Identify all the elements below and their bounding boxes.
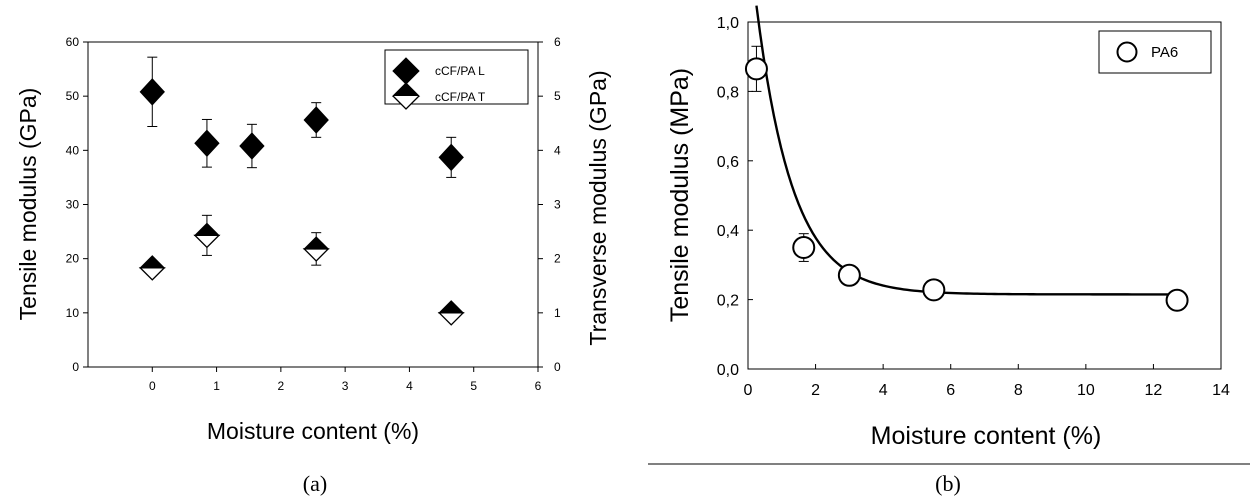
chart-a-x-tick-label: 2 — [278, 379, 285, 393]
cCF-PA-T-point — [437, 300, 465, 326]
PA6-point — [744, 57, 768, 81]
chart-a-x-axis-title: Moisture content (%) — [207, 418, 419, 444]
chart-a-y2-tick-label: 5 — [554, 89, 561, 103]
chart-a-legend-label-1: cCF/PA L — [435, 64, 485, 78]
chart-b-y-tick-label: 0,4 — [717, 223, 739, 240]
chart-a-y-tick-label: 50 — [66, 89, 80, 103]
cCF-PA-L-point — [194, 129, 220, 158]
chart-a-y-tick-label: 0 — [72, 360, 79, 374]
chart-b-legend: PA6 — [1098, 30, 1212, 74]
cCF-PA-T-point-bottom — [437, 312, 465, 326]
cCF-PA-L-point — [239, 132, 265, 160]
chart-a-caption: (a) — [303, 471, 327, 496]
chart-a-y2-tick-label: 0 — [554, 360, 561, 374]
chart-b-legend-label-1: PA6 — [1151, 44, 1178, 61]
chart-a-x-tick-label: 3 — [342, 379, 349, 393]
chart-a-y-tick-label: 30 — [66, 198, 80, 212]
chart-b: 0 2 4 6 8 10 12 14 0,0 0,2 0,4 0,6 0,8 1,0 PA6 Moistu… — [666, 5, 1230, 496]
legend-marker-PA6 — [1116, 41, 1138, 63]
chart-a-y2-axis-title: Transverse modulus (GPa) — [585, 70, 611, 345]
cCF-PA-T-point-top — [438, 300, 465, 314]
chart-b-x-tick-label: 10 — [1077, 382, 1095, 399]
chart-b-y-axis-title: Tensile modulus (MPa) — [666, 68, 694, 322]
cCF-PA-T-point-bottom — [138, 267, 166, 281]
cCF-PA-T-point-top — [139, 255, 166, 269]
chart-a-y-axis-title: Tensile modulus (GPa) — [15, 88, 41, 321]
chart-b-caption: (b) — [935, 471, 961, 496]
cCF-PA-T-point — [138, 255, 166, 281]
chart-a-y-tick-label: 60 — [66, 35, 80, 49]
chart-a-x-tick-label: 4 — [406, 379, 413, 393]
chart-a-y-tick-label: 40 — [66, 143, 80, 157]
chart-a-y2-tick-label: 4 — [554, 143, 561, 157]
chart-a-x-tick-label: 1 — [213, 379, 220, 393]
cCF-PA-T-point — [193, 222, 221, 249]
chart-a-legend-label-2: cCF/PA T — [435, 90, 486, 104]
chart-b-x-tick-label: 8 — [1014, 382, 1023, 399]
PA6-point — [922, 278, 946, 302]
chart-a-y2-tick-label: 6 — [554, 35, 561, 49]
chart-a-x-tick-label: 6 — [535, 379, 542, 393]
chart-b-x-tick-label: 2 — [811, 382, 820, 399]
chart-b-x-tick-label: 6 — [946, 382, 955, 399]
chart-a-y-tick-label: 20 — [66, 252, 80, 266]
chart-a-y2-tick-label: 3 — [554, 198, 561, 212]
cCF-PA-L-point — [303, 106, 329, 134]
chart-b-x-tick-label: 0 — [744, 382, 753, 399]
PA6-fit-curve — [755, 5, 1178, 296]
cCF-PA-T-point — [302, 236, 330, 262]
cCF-PA-T-point-bottom — [302, 248, 330, 262]
chart-b-y-tick-label: 0,6 — [717, 154, 739, 171]
cCF-PA-T-point-bottom — [193, 234, 221, 249]
chart-b-y-tick-label: 0,0 — [717, 362, 739, 379]
legend-marker-cCF-PA-T — [391, 82, 421, 110]
chart-b-x-tick-label: 4 — [879, 382, 888, 399]
cCF-PA-L-point — [438, 143, 464, 172]
PA6-point — [837, 263, 861, 287]
chart-a-y2-tick-label: 1 — [554, 306, 561, 320]
chart-a-y-tick-label: 10 — [66, 306, 80, 320]
chart-a-x-tick-label: 0 — [149, 379, 156, 393]
chart-b-x-tick-label: 12 — [1145, 382, 1163, 399]
chart-b-x-axis-title: Moisture content (%) — [871, 422, 1102, 450]
chart-b-y-tick-label: 0,2 — [717, 293, 739, 310]
chart-b-plot-frame — [747, 21, 1222, 370]
PA6-point — [1165, 288, 1189, 312]
chart-a-y2-tick-label: 2 — [554, 252, 561, 266]
chart-a-legend: cCF/PA L cCF/PA T — [384, 49, 529, 110]
cCF-PA-T-point-top — [303, 236, 330, 250]
chart-b-y-tick-label: 1,0 — [717, 15, 739, 32]
chart-b-y-tick-label: 0,8 — [717, 84, 739, 101]
PA6-point — [792, 236, 816, 260]
chart-b-x-tick-label: 14 — [1212, 382, 1230, 399]
chart-a-x-tick-label: 5 — [470, 379, 477, 393]
cCF-PA-T-point-top — [193, 222, 221, 236]
cCF-PA-L-point — [139, 78, 165, 106]
